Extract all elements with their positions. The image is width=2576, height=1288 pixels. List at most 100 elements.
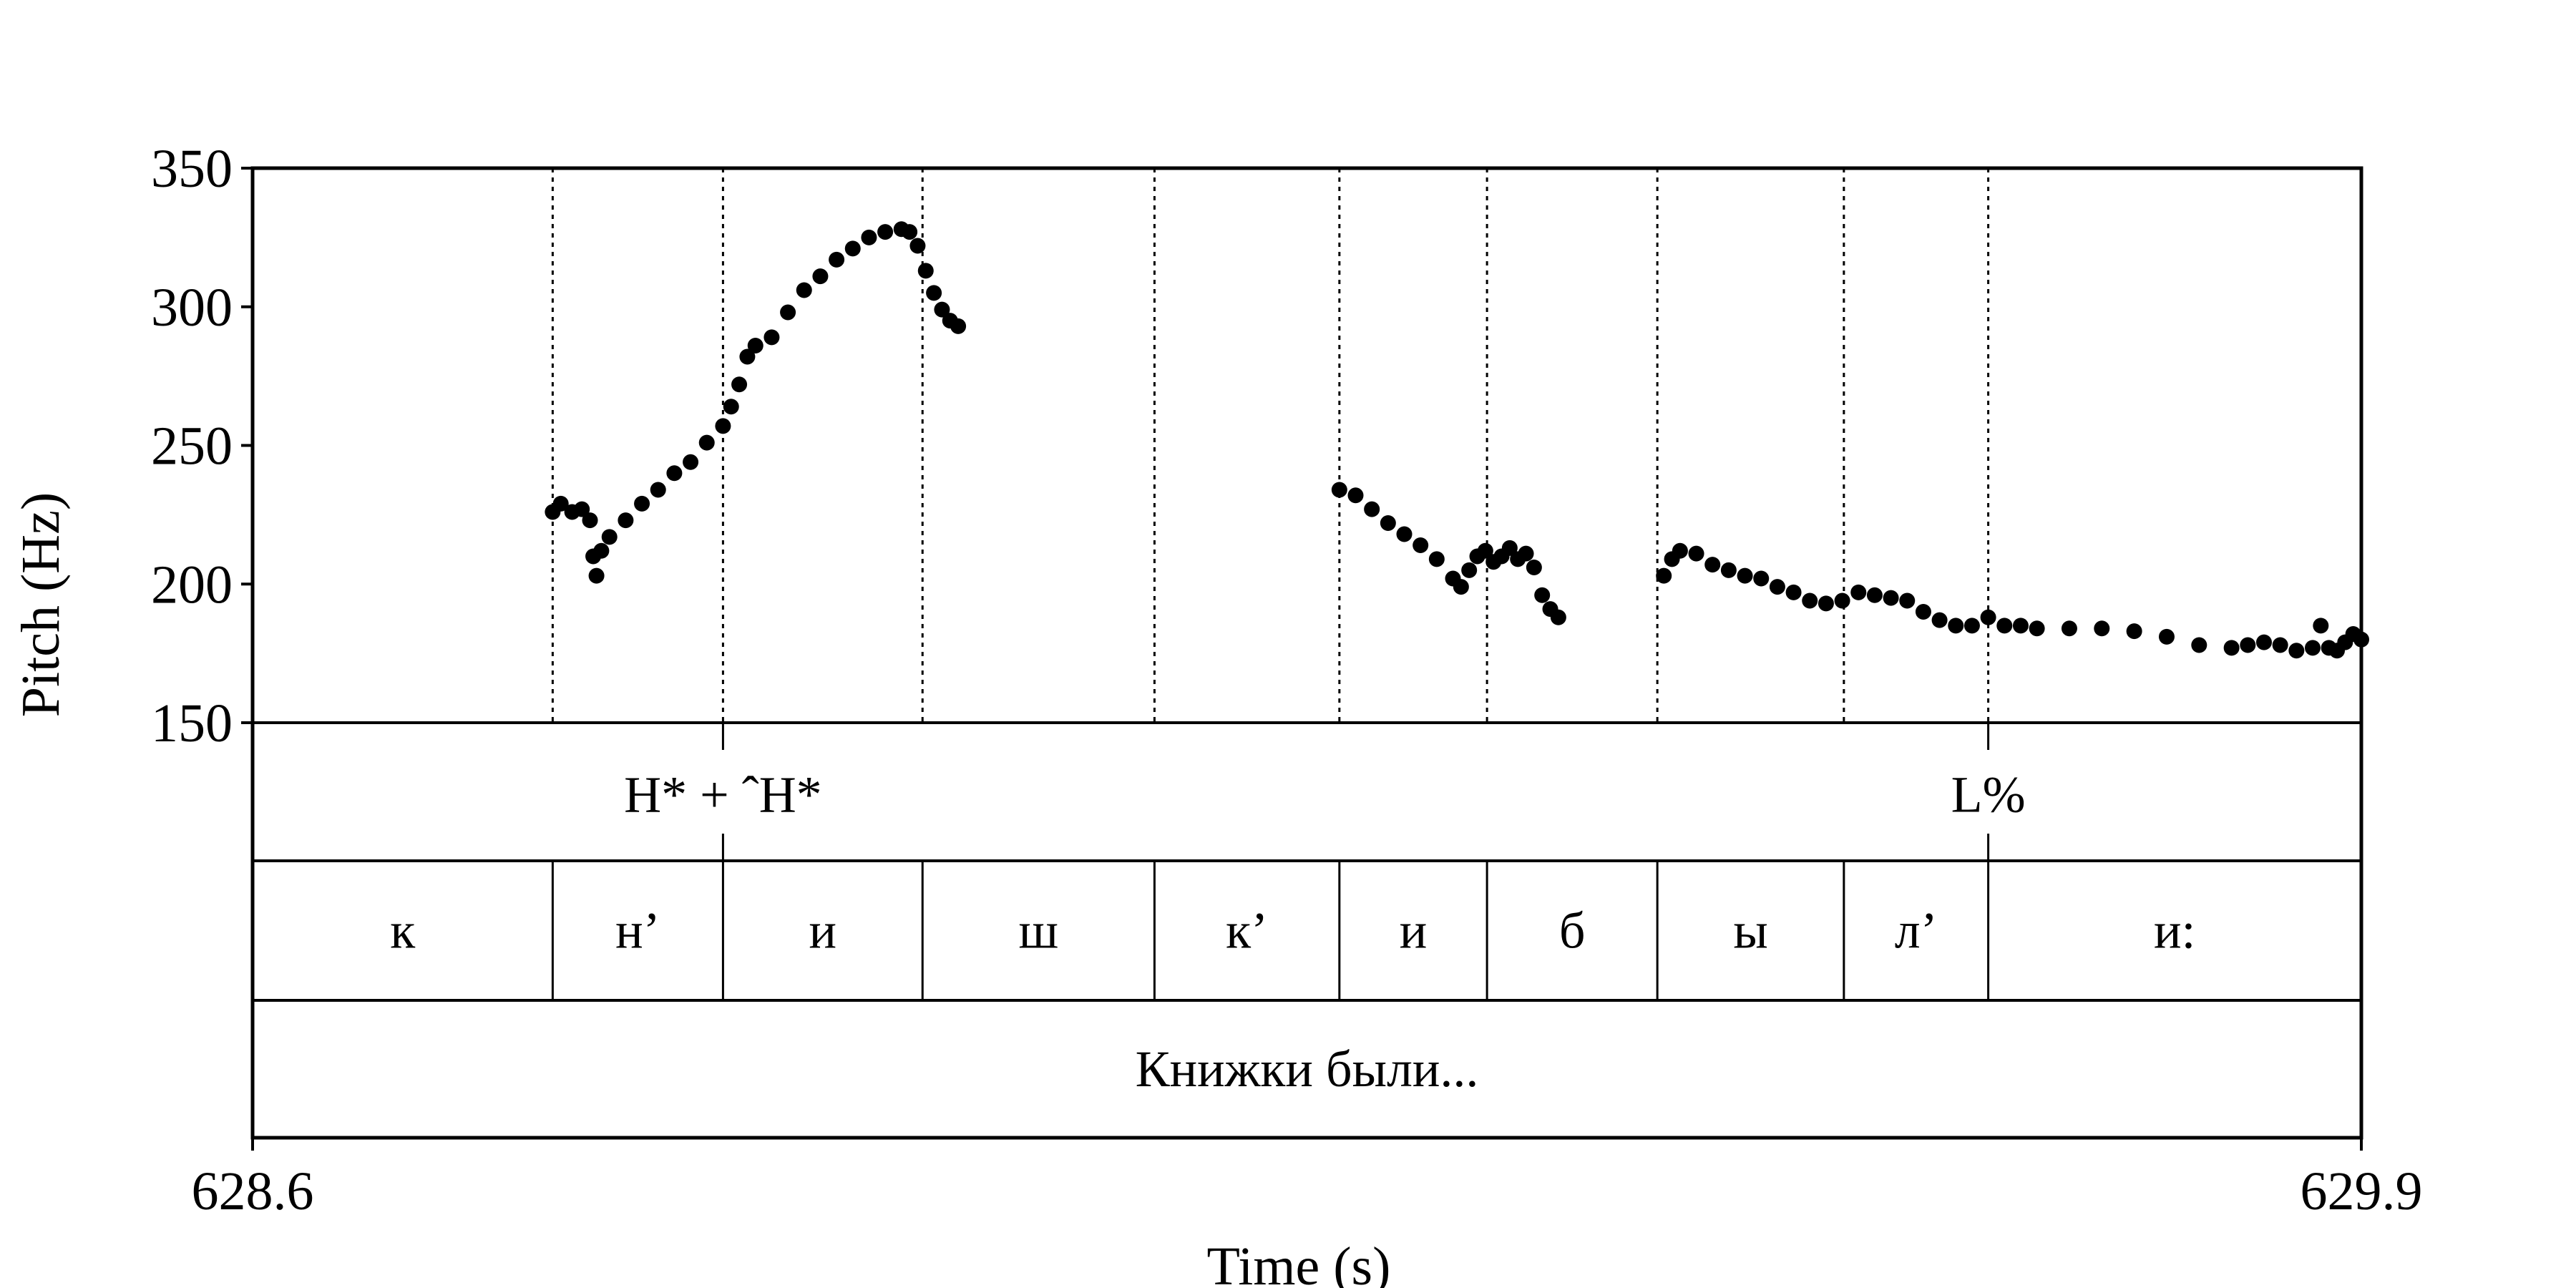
pitch-point-0-15 [715, 418, 731, 434]
x-tick-label-0: 628.6 [192, 1161, 314, 1221]
pitch-point-2-34 [2288, 643, 2305, 659]
pitch-point-1-2 [1364, 501, 1380, 517]
pitch-point-2-17 [1915, 604, 1931, 620]
pitch-point-2-7 [1753, 570, 1770, 587]
y-tick-label-4: 350 [151, 139, 233, 199]
pitch-point-0-13 [683, 454, 699, 470]
pitch-point-2-27 [2126, 623, 2142, 640]
pitch-point-2-21 [1980, 609, 1996, 625]
pitch-point-1-0 [1331, 482, 1347, 498]
pitch-point-0-33 [934, 301, 950, 318]
tone-tier: H* + ˆH* L% [624, 766, 2025, 824]
pitch-point-2-6 [1737, 567, 1753, 584]
segment-label-0: к [390, 902, 416, 960]
y-axis-ticks: 150 200 250 300 350 [151, 139, 253, 753]
y-tick-label-2: 250 [151, 416, 233, 477]
pitch-point-0-3 [574, 501, 590, 517]
pitch-point-0-10 [634, 495, 650, 512]
x-axis-ticks: 628.6 629.9 [192, 1138, 2423, 1221]
pitch-point-0-25 [844, 240, 861, 257]
pitch-point-2-36 [2313, 618, 2329, 634]
pitch-point-2-11 [1818, 595, 1834, 612]
pitch-point-2-29 [2191, 637, 2207, 653]
pitch-point-2-15 [1883, 590, 1899, 606]
pitch-point-0-20 [763, 329, 780, 346]
pitch-point-2-4 [1704, 557, 1721, 573]
pitch-point-1-11 [1477, 542, 1493, 559]
pitch-point-0-32 [926, 285, 942, 301]
tone-label-1: L% [1951, 766, 2026, 824]
pitch-point-0-30 [909, 238, 926, 254]
pitch-point-2-5 [1720, 562, 1737, 578]
segment-label-9: и: [2154, 902, 2196, 960]
pitch-point-1-6 [1428, 551, 1445, 567]
pitch-point-2-19 [1948, 618, 1964, 634]
segment-label-3: ш [1019, 902, 1058, 960]
pitch-point-0-4 [582, 512, 598, 529]
pitch-point-2-2 [1672, 542, 1688, 559]
pitch-point-2-20 [1963, 618, 1980, 634]
pitch-point-0-9 [618, 512, 634, 529]
pitch-point-0-19 [747, 338, 763, 353]
pitch-points [545, 221, 2369, 659]
pitch-point-0-31 [917, 263, 934, 279]
y-tick-label-1: 200 [151, 555, 233, 615]
pitch-point-0-17 [731, 376, 748, 393]
pitch-point-1-3 [1380, 515, 1396, 531]
pitch-point-2-3 [1688, 545, 1704, 562]
pitch-point-2-18 [1931, 612, 1948, 628]
pitch-point-1-16 [1518, 545, 1534, 562]
y-tick-label-0: 150 [151, 693, 233, 753]
pitch-point-0-26 [861, 229, 877, 245]
segment-tier: к н’ и ш к’ и б ы л’ и: [390, 902, 2195, 960]
pitch-point-2-25 [2061, 620, 2077, 637]
pitch-point-2-30 [2223, 640, 2240, 656]
pitch-point-1-20 [1550, 609, 1566, 625]
pitch-point-2-33 [2272, 637, 2288, 653]
y-tick-label-3: 300 [151, 278, 233, 338]
pitch-point-2-24 [2029, 620, 2045, 637]
segment-label-5: и [1400, 902, 1428, 960]
segment-boundary-guides [551, 168, 1990, 723]
segment-label-4: к’ [1226, 902, 1268, 960]
pitch-point-0-21 [780, 304, 796, 321]
pitch-point-0-11 [650, 482, 666, 498]
pitch-point-2-8 [1769, 579, 1785, 595]
segment-label-7: ы [1733, 902, 1767, 960]
pitch-point-0-1 [552, 495, 569, 512]
pitch-point-1-9 [1461, 562, 1478, 578]
pitch-point-2-31 [2240, 637, 2256, 653]
pitch-point-1-1 [1347, 487, 1364, 504]
segment-label-8: л’ [1895, 902, 1938, 960]
outer-frame [250, 166, 2363, 1140]
segment-label-6: б [1559, 902, 1586, 960]
segment-label-1: н’ [615, 902, 660, 960]
pitch-point-0-8 [601, 529, 618, 545]
pitch-point-0-24 [829, 251, 845, 268]
pitch-point-2-35 [2304, 640, 2321, 656]
pitch-point-0-14 [698, 434, 715, 451]
plot-frame [250, 166, 2363, 1140]
pitch-point-2-14 [1866, 587, 1883, 603]
segment-label-2: и [809, 902, 837, 960]
pitch-point-2-26 [2094, 620, 2110, 637]
pitch-point-1-8 [1453, 579, 1469, 595]
pitch-point-0-23 [812, 268, 829, 285]
x-axis-title: Time (s) [1207, 1236, 1391, 1288]
pitch-point-1-5 [1413, 537, 1429, 553]
pitch-point-0-12 [666, 465, 683, 482]
pitch-point-2-13 [1850, 584, 1867, 600]
pitch-point-0-29 [902, 224, 918, 240]
pitch-point-0-6 [588, 567, 605, 584]
pitch-point-1-4 [1396, 526, 1413, 542]
tone-label-0: H* + ˆH* [624, 766, 822, 824]
pitch-point-0-7 [593, 542, 610, 559]
pitch-point-0-27 [877, 224, 894, 240]
x-tick-label-1: 629.9 [2301, 1161, 2423, 1221]
pitch-point-2-0 [1656, 567, 1672, 584]
word-tier: Книжки были... [1136, 1040, 1479, 1098]
pitch-point-0-18 [739, 348, 756, 365]
pitch-point-0-16 [723, 399, 739, 415]
tier-boundary-lines [551, 723, 1990, 1000]
pitch-point-1-17 [1526, 560, 1542, 575]
